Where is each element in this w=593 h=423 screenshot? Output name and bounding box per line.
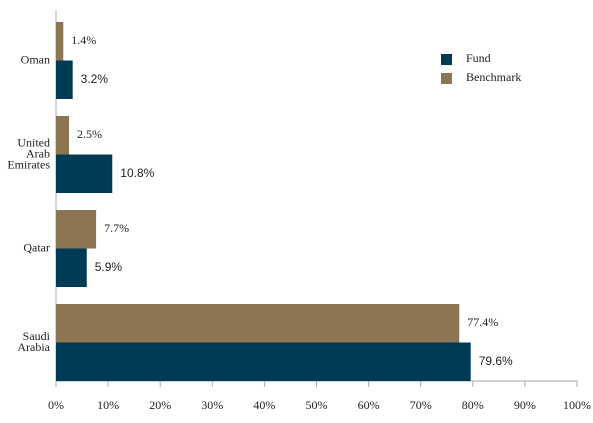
bar xyxy=(56,116,70,155)
category-label: Oman xyxy=(21,52,50,66)
x-tick-label: 10% xyxy=(97,398,119,412)
x-tick-label: 80% xyxy=(462,398,484,412)
legend-label: Fund xyxy=(466,51,491,65)
bar xyxy=(56,154,113,193)
value-label: 79.6% xyxy=(479,354,513,368)
legend-label: Benchmark xyxy=(466,70,521,84)
x-tick-label: 60% xyxy=(358,398,380,412)
bar xyxy=(56,210,97,249)
bar xyxy=(56,342,471,381)
bar xyxy=(56,22,64,61)
legend-swatch xyxy=(441,54,452,65)
x-tick-label: 0% xyxy=(48,398,64,412)
value-label: 1.4% xyxy=(71,33,96,47)
value-label: 10.8% xyxy=(120,166,154,180)
x-tick-label: 50% xyxy=(306,398,328,412)
x-tick-label: 70% xyxy=(410,398,432,412)
x-tick-label: 40% xyxy=(253,398,275,412)
x-tick-label: 20% xyxy=(149,398,171,412)
category-label: United Arab Emirates xyxy=(7,135,50,171)
value-label: 5.9% xyxy=(95,260,123,274)
legend-swatch xyxy=(441,73,452,84)
category-label: Qatar xyxy=(23,240,50,254)
x-tick-label: 30% xyxy=(201,398,223,412)
bar xyxy=(56,304,460,343)
value-label: 7.7% xyxy=(104,221,129,235)
bar xyxy=(56,248,87,287)
value-label: 77.4% xyxy=(467,315,498,329)
bar xyxy=(56,60,73,99)
value-label: 3.2% xyxy=(81,72,109,86)
category-label: Saudi Arabia xyxy=(17,329,50,354)
value-label: 2.5% xyxy=(77,127,102,141)
x-tick-label: 100% xyxy=(563,398,591,412)
x-tick-label: 90% xyxy=(514,398,536,412)
